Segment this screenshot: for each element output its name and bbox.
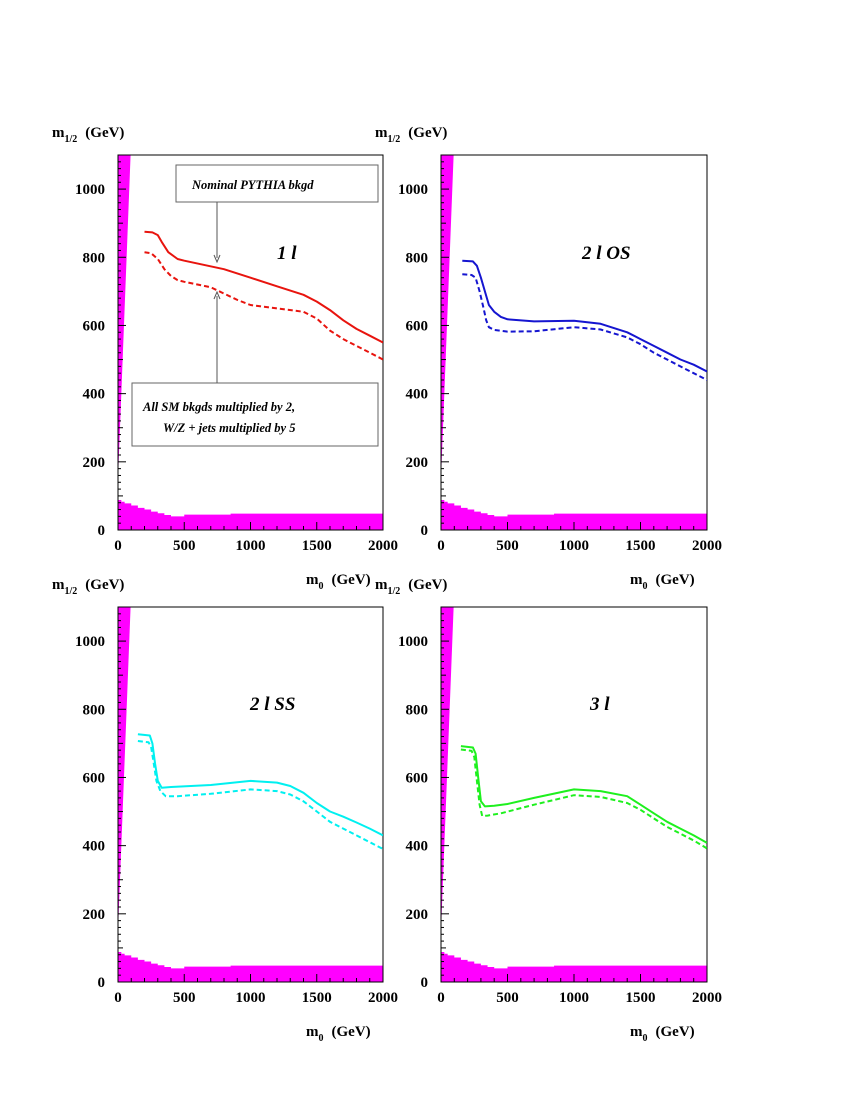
- y-tick-label: 1000: [75, 634, 105, 650]
- series-line-solid: [144, 230, 383, 344]
- series-line-dashed: [144, 251, 383, 361]
- y-tick-label: 800: [83, 702, 106, 718]
- x-tick-label: 1500: [626, 538, 656, 554]
- plot-frame: [117, 606, 384, 983]
- y-tick-label: 800: [406, 702, 429, 718]
- panel-label: 3 l: [589, 694, 610, 715]
- x-tick-label: 2000: [368, 538, 398, 554]
- chart-panel-3: 0 500 1000 1500 2000 0 200 400 600 800 1000 m1/2 (Ge…: [52, 577, 398, 1044]
- x-tick-label: 2000: [692, 538, 722, 554]
- x-tick-label: 1000: [559, 538, 589, 554]
- y-tick-label: 600: [83, 318, 106, 334]
- chart-panel-4: 0 500 1000 1500 2000 0 200 400 600 800 1000 m1/2 (Ge…: [375, 577, 722, 1044]
- y-tick-label: 200: [406, 907, 429, 923]
- y-tick-label: 200: [83, 455, 106, 471]
- y-tick-label: 0: [421, 975, 429, 991]
- x-tick-label: 500: [496, 538, 519, 554]
- x-axis-label: m0 (GeV): [630, 572, 695, 592]
- nominal-annotation-arrowhead: [213, 254, 221, 264]
- y-axis-label: m1/2 (GeV): [375, 125, 447, 145]
- nominal-annotation-text: Nominal PYTHIA bkgd: [191, 178, 314, 192]
- y-tick-label: 600: [406, 770, 429, 786]
- modified-annotation-line1: All SM bkgds multiplied by 2,: [142, 400, 295, 414]
- excluded-wedge: [441, 607, 454, 931]
- x-tick-label: 0: [437, 538, 445, 554]
- plot-frame: [117, 154, 384, 531]
- y-tick-label: 1000: [398, 634, 428, 650]
- y-tick-label: 400: [406, 839, 429, 855]
- y-tick-label: 400: [406, 387, 429, 403]
- chart-panel-2: 0 500 1000 1500 2000 0 200 400 600 800 1000 m1/2 (Ge…: [375, 125, 722, 592]
- series-line-solid: [137, 733, 383, 837]
- x-tick-label: 2000: [368, 990, 398, 1006]
- excluded-wedge: [118, 607, 131, 931]
- modified-annotation-box: [131, 382, 379, 447]
- y-tick-label: 200: [406, 455, 429, 471]
- y-tick-label: 0: [421, 523, 429, 539]
- y-axis-label: m1/2 (GeV): [375, 577, 447, 597]
- y-tick-label: 400: [83, 387, 106, 403]
- x-axis-label: m0 (GeV): [630, 1024, 695, 1044]
- plot-frame: [440, 154, 708, 531]
- y-axis-label: m1/2 (GeV): [52, 125, 124, 145]
- y-tick-label: 0: [98, 523, 106, 539]
- x-tick-label: 500: [173, 538, 196, 554]
- x-tick-label: 1500: [302, 538, 332, 554]
- x-tick-label: 0: [114, 990, 122, 1006]
- x-tick-label: 1000: [236, 990, 266, 1006]
- series-line-dashed: [462, 273, 707, 381]
- y-axis-label: m1/2 (GeV): [52, 577, 124, 597]
- y-tick-label: 1000: [75, 182, 105, 198]
- panel-label: 2 l SS: [249, 694, 295, 715]
- y-tick-label: 800: [406, 250, 429, 266]
- excluded-wedge: [441, 155, 454, 479]
- panel-label: 1 l: [277, 243, 297, 264]
- x-axis-label: m0 (GeV): [306, 1024, 371, 1044]
- x-tick-label: 1500: [626, 990, 656, 1006]
- modified-annotation-arrowhead: [213, 290, 221, 300]
- annotations: Nominal PYTHIA bkgd All SM bkgds multipl…: [131, 164, 379, 447]
- x-tick-label: 500: [496, 990, 519, 1006]
- x-tick-label: 0: [437, 990, 445, 1006]
- modified-annotation-line2: W/Z + jets multiplied by 5: [163, 421, 295, 435]
- y-tick-label: 0: [98, 975, 106, 991]
- x-tick-label: 1000: [236, 538, 266, 554]
- x-tick-label: 2000: [692, 990, 722, 1006]
- x-tick-label: 1500: [302, 990, 332, 1006]
- x-axis-label: m0 (GeV): [306, 572, 371, 592]
- series-line-solid: [460, 745, 707, 844]
- x-tick-label: 500: [173, 990, 196, 1006]
- series-line-dashed: [137, 740, 383, 850]
- y-tick-label: 600: [406, 318, 429, 334]
- excluded-wedge: [118, 155, 131, 479]
- panel-label: 2 l OS: [581, 243, 631, 264]
- y-tick-label: 600: [83, 770, 106, 786]
- y-tick-label: 1000: [398, 182, 428, 198]
- series-line-solid: [462, 259, 707, 373]
- y-tick-label: 200: [83, 907, 106, 923]
- y-tick-label: 400: [83, 839, 106, 855]
- series-line-dashed: [460, 748, 707, 850]
- x-tick-label: 1000: [559, 990, 589, 1006]
- y-tick-label: 800: [83, 250, 106, 266]
- nominal-annotation-box: [175, 164, 379, 203]
- x-tick-label: 0: [114, 538, 122, 554]
